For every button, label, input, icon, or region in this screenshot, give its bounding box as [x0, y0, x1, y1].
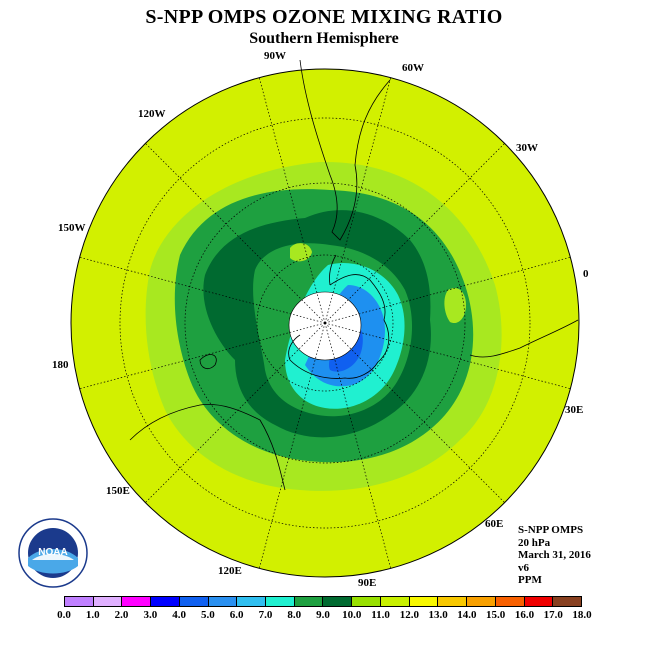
lon-label-120e: 120E	[218, 565, 242, 577]
africa-coast	[469, 319, 579, 358]
colorbar-segment	[266, 597, 295, 606]
colorbar-segment	[553, 597, 581, 606]
colorbar-segment	[467, 597, 496, 606]
meridian-line	[324, 322, 505, 503]
colorbar-segment	[151, 597, 180, 606]
map-subtitle: Southern Hemisphere	[249, 30, 399, 47]
latitude-circle-3	[119, 117, 531, 529]
meridian-line	[324, 256, 571, 324]
colorbar-tick-label: 14.0	[457, 609, 477, 621]
meridian-line	[258, 77, 326, 324]
info-block: S-NPP OMPS 20 hPa March 31, 2016 v6 PPM	[518, 524, 591, 587]
colorbar-ticks: 0.0 1.0 2.0 3.0 4.0 5.0 6.0 7.0 8.0 9.0 10.0 11.0 12…	[0, 609, 648, 623]
colorbar-tick-label: 18.0	[572, 609, 592, 621]
colorbar-tick-label: 0.0	[57, 609, 71, 621]
map-border	[70, 68, 580, 578]
noaa-logo-icon: NOAA	[18, 518, 88, 588]
new-zealand-coast	[199, 354, 217, 370]
meridian-line	[79, 322, 326, 390]
meridian-line	[324, 322, 571, 390]
noaa-logo-text: NOAA	[38, 547, 67, 558]
lon-label-120w: 120W	[138, 108, 166, 120]
graticule	[79, 77, 571, 569]
meridian-line	[324, 322, 392, 569]
meridian-line	[258, 322, 326, 569]
colorbar-tick-label: 6.0	[229, 609, 244, 621]
colorbar-tick-label: 9.0	[316, 609, 330, 621]
colorbar-tick-label: 13.0	[428, 609, 448, 621]
latitude-circle-2	[184, 182, 466, 464]
colorbar-segment	[237, 597, 267, 606]
colorbar-tick-label: 8.0	[287, 609, 302, 621]
colorbar-tick-label: 7.0	[258, 609, 273, 621]
colorbar-segment	[179, 597, 209, 606]
colorbar-segment	[294, 597, 324, 606]
lon-label-60e: 60E	[485, 518, 504, 530]
lon-label-60w: 60W	[402, 62, 424, 74]
colorbar-tick-label: 2.0	[114, 609, 129, 621]
meridian-line	[145, 322, 326, 503]
colorbar-tick-label: 4.0	[172, 609, 186, 621]
info-units: PPM	[518, 574, 542, 586]
lon-label-30e: 30E	[565, 404, 584, 416]
colorbar-tick-label: 3.0	[143, 609, 158, 621]
colorbar-segment	[409, 597, 439, 606]
colorbar-segment	[438, 597, 468, 606]
australia-coast	[129, 403, 286, 491]
colorbar	[64, 596, 582, 607]
lon-label-30w: 30W	[516, 142, 538, 154]
colorbar-segment	[323, 597, 353, 606]
colorbar-tick-label: 11.0	[371, 609, 390, 621]
colorbar-tick-label: 17.0	[543, 609, 563, 621]
pole-point	[323, 321, 327, 325]
colorbar-tick-label: 1.0	[85, 609, 100, 621]
colorbar-segment	[65, 597, 94, 606]
meridian-line	[145, 143, 326, 324]
coastlines	[129, 59, 579, 491]
lon-label-150e: 150E	[106, 485, 130, 497]
colorbar-tick-label: 10.0	[342, 609, 362, 621]
south-america-coast	[299, 59, 391, 241]
latitude-circle-1	[256, 254, 394, 392]
colorbar-segment	[208, 597, 238, 606]
antarctic-peninsula	[329, 254, 337, 286]
lon-label-150w: 150W	[58, 222, 86, 234]
info-version: v6	[518, 561, 529, 574]
colorbar-segment	[380, 597, 410, 606]
lon-label-90w: 90W	[264, 50, 286, 62]
meridian-line	[324, 143, 505, 324]
colorbar-segment	[352, 597, 381, 606]
lon-label-180: 180	[52, 359, 69, 371]
meridian-line	[324, 77, 392, 324]
info-level: 20 hPa	[518, 536, 551, 549]
colorbar-segment	[93, 597, 123, 606]
light-green-patch	[444, 287, 466, 324]
lon-label-0: 0	[583, 268, 589, 280]
map-title: S-NPP OMPS OZONE MIXING RATIO	[145, 6, 503, 28]
colorbar-tick-label: 16.0	[514, 609, 535, 621]
meridian-line	[79, 256, 326, 324]
colorbar-segment	[495, 597, 525, 606]
colorbar-tick-label: 5.0	[201, 609, 215, 621]
antarctica-coast	[288, 274, 390, 379]
lon-label-90e: 90E	[358, 577, 377, 589]
light-green-island	[290, 243, 312, 262]
colorbar-tick-label: 12.0	[399, 609, 419, 621]
colorbar-tick-label: 15.0	[486, 609, 506, 621]
meridian-lines	[79, 77, 571, 569]
colorbar-segment	[122, 597, 152, 606]
info-date: March 31, 2016	[518, 549, 591, 561]
info-instrument: S-NPP OMPS	[518, 524, 584, 536]
colorbar-segment	[524, 597, 554, 606]
no-data-circle	[288, 291, 362, 361]
